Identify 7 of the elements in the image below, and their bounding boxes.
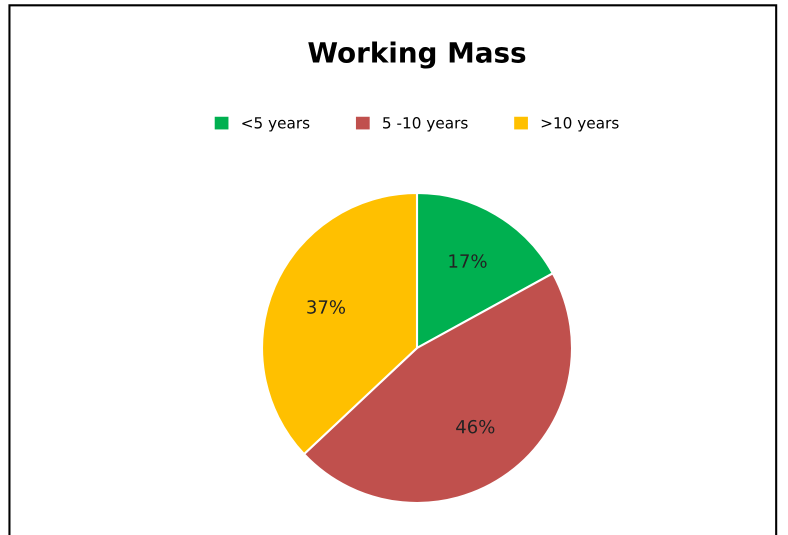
legend-label: >10 years xyxy=(542,117,619,132)
data-label: 46% xyxy=(456,420,494,434)
data-label: 37% xyxy=(307,300,346,314)
data-label: 17% xyxy=(449,254,487,268)
legend-label: 5 -10 years xyxy=(383,117,468,132)
legend-label: <5 years xyxy=(242,117,310,132)
chart-title: Working Mass xyxy=(308,41,526,69)
